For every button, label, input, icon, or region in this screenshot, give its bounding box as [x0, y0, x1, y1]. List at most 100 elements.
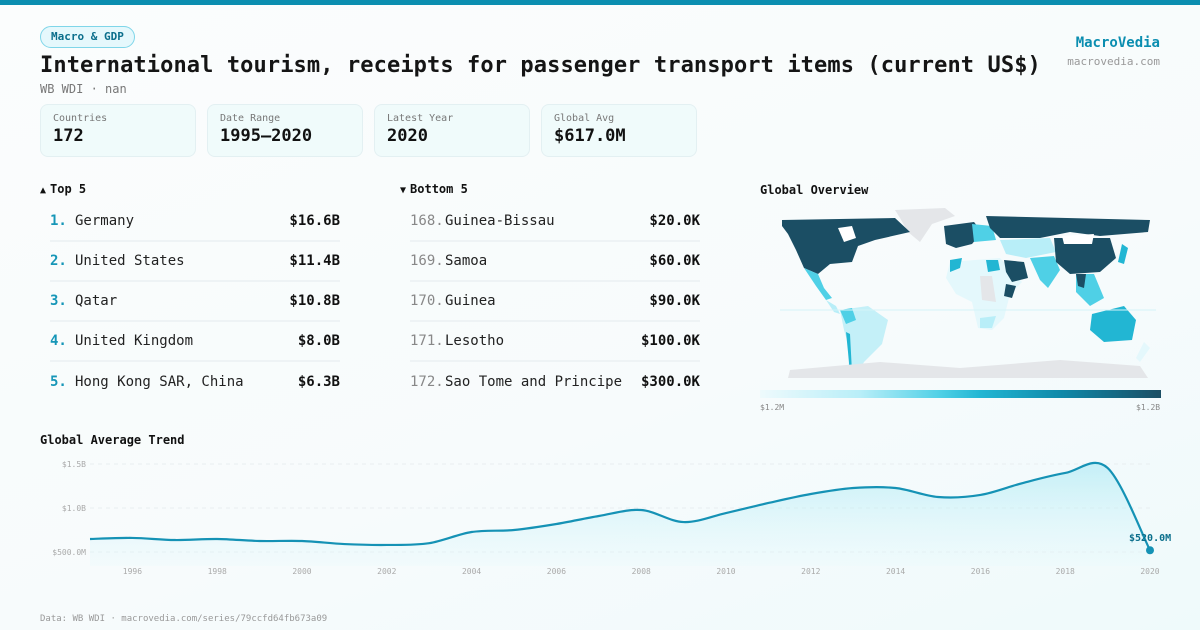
- list-item[interactable]: 170. Guinea $90.0K: [410, 282, 700, 322]
- stats-row: Countries 172 Date Range 1995–2020 Lates…: [40, 104, 697, 157]
- svg-text:$500.0M: $500.0M: [52, 548, 86, 557]
- trend-title: Global Average Trend: [40, 433, 185, 447]
- list-item[interactable]: 1. Germany $16.6B: [50, 202, 340, 242]
- svg-text:$1.0B: $1.0B: [62, 504, 86, 513]
- list-item[interactable]: 169. Samoa $60.0K: [410, 242, 700, 282]
- stat-card-date-range: Date Range 1995–2020: [207, 104, 363, 157]
- region-antarctica[interactable]: [788, 360, 1148, 378]
- y-axis-ticks: $500.0M $1.0B $1.5B: [52, 460, 86, 557]
- world-choropleth-map[interactable]: [760, 202, 1160, 382]
- country-value: $16.6B: [289, 213, 340, 229]
- country-value: $6.3B: [297, 374, 340, 390]
- end-point-marker[interactable]: [1146, 546, 1154, 555]
- region-south-africa[interactable]: [980, 316, 996, 328]
- svg-text:2012: 2012: [801, 567, 820, 576]
- region-ethiopia[interactable]: [1004, 284, 1016, 298]
- legend-max-label: $1.2B: [1136, 403, 1161, 412]
- svg-text:2008: 2008: [632, 567, 651, 576]
- trend-line-chart[interactable]: $500.0M $1.0B $1.5B 1996 1998 2000 2002 2004 20…: [0, 450, 1200, 580]
- top5-heading: ▲ Top 5: [40, 182, 340, 202]
- bottom5-list: ▼ Bottom 5 168. Guinea-Bissau $20.0K 169.…: [400, 182, 700, 402]
- region-central-asia[interactable]: [1000, 238, 1056, 258]
- stat-card-countries: Countries 172: [40, 104, 196, 157]
- region-china[interactable]: [1054, 238, 1116, 274]
- region-morocco[interactable]: [950, 258, 962, 272]
- svg-text:2014: 2014: [886, 567, 905, 576]
- stat-value: $617.0M: [554, 126, 626, 146]
- country-name: Guinea-Bissau: [445, 213, 555, 229]
- region-egypt[interactable]: [986, 260, 1000, 272]
- rank: 2.: [50, 253, 67, 269]
- trend-line[interactable]: [89, 461, 1151, 551]
- svg-text:2016: 2016: [971, 567, 990, 576]
- region-russia[interactable]: [986, 216, 1150, 238]
- region-greenland[interactable]: [895, 208, 955, 242]
- stat-label: Global Avg: [554, 113, 615, 124]
- stat-label: Date Range: [220, 113, 281, 124]
- rank: 1.: [50, 213, 67, 229]
- region-south-america[interactable]: [840, 306, 888, 376]
- page-subtitle: WB WDI · nan: [40, 82, 127, 96]
- stat-value: 1995–2020: [220, 126, 313, 146]
- rank: 3.: [50, 293, 67, 309]
- color-scale-legend: [760, 390, 1161, 398]
- svg-text:2020: 2020: [1140, 567, 1159, 576]
- stat-card-global-avg: Global Avg $617.0M: [541, 104, 697, 157]
- bottom5-heading: ▼ Bottom 5: [400, 182, 700, 202]
- region-chile[interactable]: [846, 332, 856, 376]
- list-item[interactable]: 168. Guinea-Bissau $20.0K: [410, 202, 700, 242]
- country-name: United States: [75, 253, 185, 269]
- region-saudi-arabia[interactable]: [1004, 260, 1028, 282]
- map-title: Global Overview: [760, 183, 869, 197]
- list-item[interactable]: 172. Sao Tome and Principe $300.0K: [410, 362, 700, 402]
- country-value: $90.0K: [649, 293, 700, 309]
- rank: 168.: [410, 213, 444, 229]
- country-value: $60.0K: [649, 253, 700, 269]
- country-name: Germany: [75, 213, 135, 229]
- region-eastern-europe[interactable]: [972, 224, 996, 242]
- list-item[interactable]: 2. United States $11.4B: [50, 242, 340, 282]
- x-axis-ticks: 1996 1998 2000 2002 2004 2006 2008 2010 2012 2014…: [123, 567, 1160, 576]
- country-value: $10.8B: [289, 293, 340, 309]
- region-japan[interactable]: [1118, 244, 1128, 264]
- country-value: $100.0K: [640, 333, 700, 349]
- region-mongolia[interactable]: [1062, 234, 1094, 244]
- svg-text:2004: 2004: [462, 567, 481, 576]
- country-name: Hong Kong SAR, China: [75, 374, 244, 390]
- region-north-america[interactable]: [782, 218, 910, 274]
- rank: 4.: [50, 333, 67, 349]
- svg-text:2018: 2018: [1056, 567, 1075, 576]
- brand-url[interactable]: macrovedia.com: [1067, 55, 1160, 68]
- list-item[interactable]: 171. Lesotho $100.0K: [410, 322, 700, 362]
- region-central-america[interactable]: [826, 300, 840, 314]
- legend-min-label: $1.2M: [760, 403, 785, 412]
- country-value: $8.0B: [297, 333, 340, 349]
- brand-name[interactable]: MacroVedia: [1075, 35, 1160, 51]
- region-colombia[interactable]: [840, 308, 856, 324]
- list-item[interactable]: 5. Hong Kong SAR, China $6.3B: [50, 362, 340, 402]
- stat-value: 2020: [387, 126, 428, 146]
- region-mexico[interactable]: [804, 268, 832, 300]
- category-tag[interactable]: Macro & GDP: [40, 26, 135, 48]
- rank: 172.: [410, 374, 444, 390]
- country-name: Qatar: [75, 293, 118, 309]
- region-hudson-bay: [838, 226, 856, 242]
- country-name: Guinea: [445, 293, 496, 309]
- end-value-label: $520.0M: [1129, 533, 1171, 544]
- region-australia[interactable]: [1090, 306, 1136, 342]
- region-india[interactable]: [1030, 256, 1060, 288]
- svg-text:$1.5B: $1.5B: [62, 460, 86, 469]
- region-central-africa-nodata[interactable]: [980, 276, 996, 302]
- list-item[interactable]: 4. United Kingdom $8.0B: [50, 322, 340, 362]
- svg-text:2010: 2010: [716, 567, 735, 576]
- rank: 5.: [50, 374, 67, 390]
- stat-label: Countries: [53, 113, 108, 124]
- page-title: International tourism, receipts for pass…: [40, 53, 1041, 78]
- region-new-zealand[interactable]: [1136, 342, 1150, 362]
- svg-text:1998: 1998: [208, 567, 227, 576]
- list-item[interactable]: 3. Qatar $10.8B: [50, 282, 340, 322]
- region-thailand[interactable]: [1076, 274, 1086, 288]
- top-accent-bar: [0, 0, 1200, 5]
- top5-heading-label: Top 5: [50, 182, 87, 196]
- svg-text:2002: 2002: [377, 567, 396, 576]
